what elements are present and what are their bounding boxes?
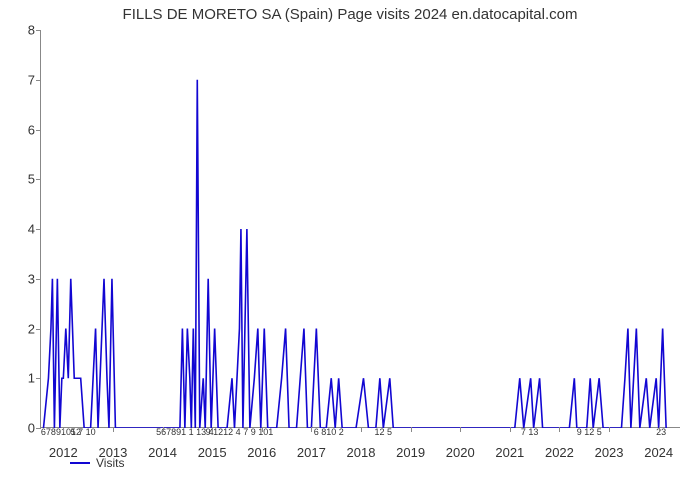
- x-year-label: 2016: [247, 445, 276, 460]
- x-tick-mark: [559, 427, 560, 432]
- x-year-label: 2020: [446, 445, 475, 460]
- chart-container: FILLS DE MORETO SA (Spain) Page visits 2…: [0, 0, 700, 500]
- x-day-label: 9 1212 4 7 9 101: [206, 427, 274, 437]
- y-tick-mark: [36, 279, 41, 280]
- y-tick-label: 1: [28, 371, 35, 386]
- y-tick-mark: [36, 428, 41, 429]
- x-tick-mark: [609, 427, 610, 432]
- legend-label: Visits: [96, 456, 124, 470]
- x-tick-mark: [460, 427, 461, 432]
- legend-item-visits: Visits: [70, 456, 124, 470]
- x-tick-mark: [113, 427, 114, 432]
- x-year-label: 2023: [595, 445, 624, 460]
- y-tick-mark: [36, 378, 41, 379]
- x-year-label: 2024: [644, 445, 673, 460]
- y-tick-label: 2: [28, 321, 35, 336]
- y-tick-label: 4: [28, 222, 35, 237]
- plot-area: 12345678910125 7 10567891 1 13 49 1212 4…: [40, 30, 680, 428]
- y-tick-label: 3: [28, 271, 35, 286]
- x-day-label: 23: [656, 427, 666, 437]
- x-tick-mark: [262, 427, 263, 432]
- y-tick-label: 8: [28, 23, 35, 38]
- x-day-label: 5 7 10: [71, 427, 96, 437]
- x-tick-mark: [361, 427, 362, 432]
- chart-title: FILLS DE MORETO SA (Spain) Page visits 2…: [0, 6, 700, 23]
- x-tick-mark: [163, 427, 164, 432]
- legend-swatch: [70, 462, 90, 464]
- y-tick-mark: [36, 329, 41, 330]
- visits-line: [43, 80, 666, 428]
- x-tick-mark: [311, 427, 312, 432]
- y-tick-label: 6: [28, 122, 35, 137]
- x-year-label: 2014: [148, 445, 177, 460]
- x-day-label: 9 12 5: [577, 427, 602, 437]
- x-tick-mark: [63, 427, 64, 432]
- x-tick-mark: [510, 427, 511, 432]
- x-year-label: 2017: [297, 445, 326, 460]
- y-tick-mark: [36, 80, 41, 81]
- x-year-label: 2019: [396, 445, 425, 460]
- y-tick-label: 0: [28, 421, 35, 436]
- y-tick-mark: [36, 30, 41, 31]
- x-tick-mark: [411, 427, 412, 432]
- y-tick-label: 7: [28, 72, 35, 87]
- x-year-label: 2021: [495, 445, 524, 460]
- y-tick-mark: [36, 179, 41, 180]
- x-year-label: 2018: [347, 445, 376, 460]
- x-day-label: 12 5: [375, 427, 393, 437]
- x-tick-mark: [212, 427, 213, 432]
- legend: Visits: [70, 456, 124, 470]
- x-tick-mark: [659, 427, 660, 432]
- x-year-label: 2022: [545, 445, 574, 460]
- y-tick-label: 5: [28, 172, 35, 187]
- x-year-label: 2015: [198, 445, 227, 460]
- x-day-label: 7 13: [521, 427, 539, 437]
- y-tick-mark: [36, 130, 41, 131]
- y-tick-mark: [36, 229, 41, 230]
- x-day-label: 6 810 2: [314, 427, 344, 437]
- line-series-svg: [41, 30, 681, 428]
